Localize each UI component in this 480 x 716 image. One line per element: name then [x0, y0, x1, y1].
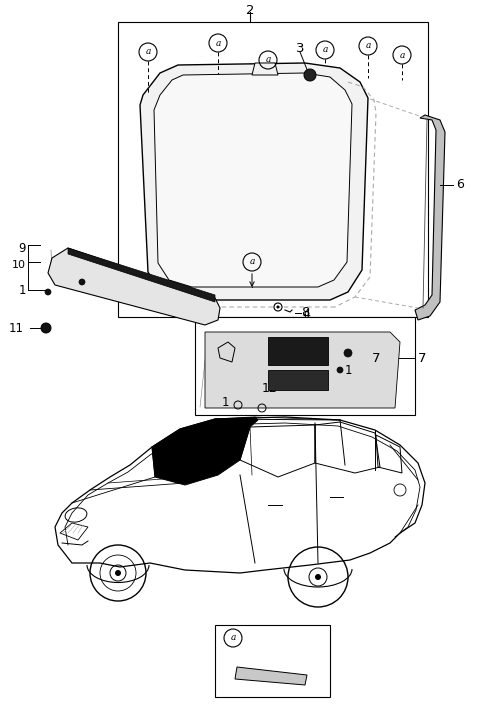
Polygon shape — [415, 115, 445, 320]
Text: 5: 5 — [257, 631, 266, 645]
Circle shape — [41, 323, 51, 333]
Bar — [195, 317, 415, 415]
Polygon shape — [235, 667, 307, 685]
Text: 11: 11 — [9, 321, 24, 334]
Bar — [215, 625, 330, 697]
Text: 10: 10 — [12, 260, 26, 270]
Text: a: a — [216, 39, 221, 47]
Circle shape — [315, 574, 321, 580]
Polygon shape — [205, 332, 400, 408]
Circle shape — [337, 367, 343, 373]
Text: 3: 3 — [296, 42, 304, 54]
Bar — [268, 370, 328, 390]
Polygon shape — [152, 417, 258, 485]
Polygon shape — [140, 63, 368, 300]
Circle shape — [304, 69, 316, 81]
Polygon shape — [48, 248, 220, 325]
Text: 1: 1 — [222, 397, 229, 410]
Text: a: a — [230, 634, 236, 642]
Circle shape — [79, 279, 85, 285]
Bar — [268, 337, 328, 365]
Polygon shape — [68, 248, 215, 302]
Text: 7: 7 — [372, 352, 381, 364]
Circle shape — [115, 570, 121, 576]
Polygon shape — [154, 73, 352, 287]
Text: a: a — [399, 51, 405, 59]
Text: 1: 1 — [19, 284, 26, 296]
Text: 8: 8 — [301, 306, 309, 319]
Text: 1: 1 — [345, 364, 352, 377]
Text: a: a — [322, 46, 328, 54]
Text: 6: 6 — [456, 178, 464, 191]
Circle shape — [276, 306, 279, 309]
Polygon shape — [158, 462, 172, 473]
Text: 12: 12 — [262, 382, 278, 395]
Text: 9: 9 — [19, 241, 26, 254]
Circle shape — [45, 289, 51, 295]
Text: 7: 7 — [418, 352, 427, 364]
Text: 4: 4 — [302, 307, 310, 321]
Text: 2: 2 — [246, 4, 254, 16]
Text: a: a — [249, 258, 255, 266]
Bar — [118, 22, 428, 317]
Text: a: a — [365, 42, 371, 51]
Text: a: a — [145, 47, 151, 57]
Circle shape — [344, 349, 352, 357]
Text: a: a — [265, 56, 271, 64]
Polygon shape — [252, 63, 278, 75]
